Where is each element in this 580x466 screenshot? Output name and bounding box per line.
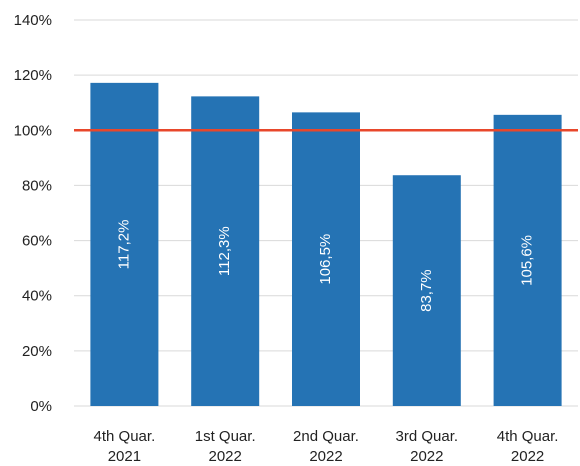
x-category-label: 4th Quar. 2021 [94,428,156,465]
bar [90,82,159,406]
bar [392,175,461,406]
x-category-label: 2nd Quar. 2022 [293,428,359,465]
y-tick-label: 120% [14,67,52,84]
x-category-line: 4th Quar. [94,428,156,445]
bar-value-label: 106,5% [317,234,334,285]
y-tick-label: 60% [22,233,52,250]
bar-value-label: 112,3% [216,226,233,276]
y-tick-label: 20% [22,343,52,360]
bars [90,82,562,407]
x-category-line: 2022 [309,448,342,465]
x-category-line: 2022 [511,448,544,465]
x-category-line: 4th Quar. [497,428,559,445]
x-category-line: 2nd Quar. [293,428,359,445]
data-labels: 117,2% 112,3% 106,5% 83,7% 105,6% [115,220,535,312]
y-axis-ticks: 0% 20% 40% 60% 80% 100% 120% 140% [14,12,52,415]
bar [493,114,562,407]
x-category-line: 3rd Quar. [396,428,459,445]
x-category-label: 3rd Quar. 2022 [396,428,459,465]
bar [292,112,360,406]
x-category-line: 2022 [209,448,242,465]
y-tick-label: 80% [22,177,52,194]
x-category-label: 1st Quar. 2022 [195,428,256,465]
x-category-label: 4th Quar. 2022 [497,428,559,465]
y-tick-label: 40% [22,288,52,305]
bar [191,96,260,406]
x-category-line: 2021 [108,448,141,465]
x-category-line: 1st Quar. [195,428,256,445]
y-tick-label: 140% [14,12,52,29]
bar-value-label: 83,7% [418,269,435,312]
bar-value-label: 105,6% [519,235,536,286]
x-category-line: 2022 [410,448,443,465]
y-tick-label: 100% [14,122,52,139]
bar-value-label: 117,2% [115,220,132,270]
y-tick-label: 0% [30,398,52,415]
